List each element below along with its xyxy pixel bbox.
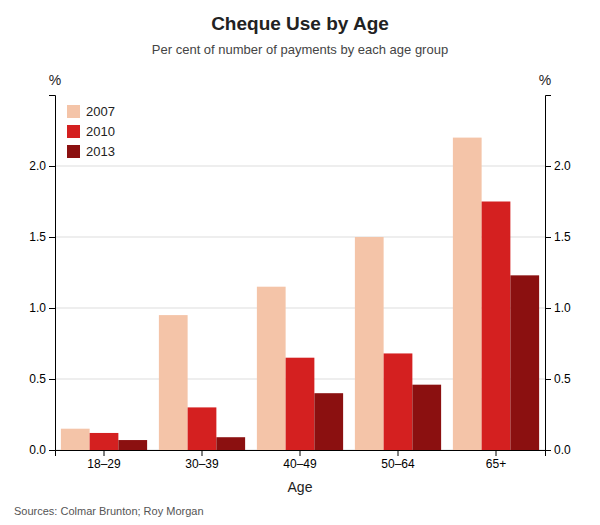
tick: 1.5 [29, 230, 55, 244]
bar [188, 407, 217, 450]
axis-line [49, 96, 56, 451]
axis-line [546, 96, 552, 451]
tick-label: 0.5 [554, 372, 571, 386]
plot: 18–2930–3940–4950–6465+0.00.51.01.52.00.… [29, 72, 571, 495]
tick-label: 0.0 [29, 443, 46, 457]
bar [412, 385, 441, 450]
bar [453, 138, 482, 450]
legend-swatch [67, 105, 80, 118]
tick: 0.0 [545, 443, 571, 457]
axis-line [56, 451, 546, 457]
bars [61, 138, 539, 450]
bar [355, 237, 384, 450]
x-axis-label: Age [288, 479, 313, 495]
tick-label: 65+ [486, 457, 506, 471]
tick-mark [496, 450, 497, 456]
tick: 2.0 [545, 159, 571, 173]
bar-series [90, 202, 511, 451]
bar [216, 437, 245, 450]
tick: 40–49 [283, 450, 317, 471]
tick: 30–39 [185, 450, 219, 471]
tick-label: 2.0 [554, 159, 571, 173]
legend-label: 2013 [86, 144, 115, 159]
legend-swatch [67, 125, 80, 138]
tick-label: 50–64 [381, 457, 415, 471]
tick: 1.0 [545, 301, 571, 315]
bar [159, 315, 188, 450]
legend-label: 2010 [86, 124, 115, 139]
tick-label: 2.0 [29, 159, 46, 173]
tick-label: 0.0 [554, 443, 571, 457]
tick: 1.5 [545, 230, 571, 244]
legend-swatch [67, 145, 80, 158]
tick-mark [545, 450, 551, 451]
tick: 0.5 [545, 372, 571, 386]
tick-label: 18–29 [87, 457, 121, 471]
x-axis: 18–29 30–39 40–49 50–64 65+ [56, 450, 546, 471]
y-axis-label: % [49, 72, 61, 88]
tick-label: 1.5 [554, 230, 571, 244]
tick-mark [49, 166, 55, 167]
tick-mark [398, 450, 399, 456]
legend-item: 2007 [67, 104, 115, 119]
tick-mark [49, 308, 55, 309]
bar-series [118, 275, 539, 450]
bar [257, 287, 286, 450]
tick-mark [545, 308, 551, 309]
subtitle: Per cent of number of payments by each a… [152, 42, 448, 57]
bar [482, 202, 511, 451]
tick: 2.0 [29, 159, 55, 173]
legend-label: 2007 [86, 104, 115, 119]
tick-label: 1.5 [29, 230, 46, 244]
bar [314, 393, 343, 450]
tick: 0.0 [29, 443, 55, 457]
bar [286, 358, 315, 450]
y2-axis-label: % [539, 72, 551, 88]
bar [61, 429, 90, 450]
bar-series [61, 138, 482, 450]
tick-mark [300, 450, 301, 456]
bar [510, 275, 539, 450]
legend-item: 2013 [67, 144, 115, 159]
tick-label: 1.0 [29, 301, 46, 315]
bar [384, 353, 413, 450]
tick: 0.5 [29, 372, 55, 386]
tick: 18–29 [87, 450, 121, 471]
bar [90, 433, 119, 450]
title: Cheque Use by Age [211, 13, 389, 34]
tick-mark [202, 450, 203, 456]
legend-item: 2010 [67, 124, 115, 139]
tick-label: 40–49 [283, 457, 317, 471]
annotation: Sources: Colmar Brunton; Roy Morgan [14, 505, 204, 517]
legend: 2007 2010 2013 [67, 104, 115, 159]
tick: 50–64 [381, 450, 415, 471]
tick-mark [49, 450, 55, 451]
y-axis: 0.0 0.5 1.0 1.5 2.0 [29, 96, 55, 458]
tick-mark [545, 237, 551, 238]
tick-mark [545, 379, 551, 380]
tick: 1.0 [29, 301, 55, 315]
tick: 65+ [486, 450, 506, 471]
tick-label: 30–39 [185, 457, 219, 471]
tick-mark [49, 237, 55, 238]
tick-label: 0.5 [29, 372, 46, 386]
tick-label: 1.0 [554, 301, 571, 315]
tick-mark [104, 450, 105, 456]
bar [118, 440, 147, 450]
tick-mark [49, 379, 55, 380]
y2-axis: 0.0 0.5 1.0 1.5 2.0 [545, 96, 571, 458]
chart: Cheque Use by Age Per cent of number of p… [0, 0, 600, 525]
tick-mark [545, 166, 551, 167]
